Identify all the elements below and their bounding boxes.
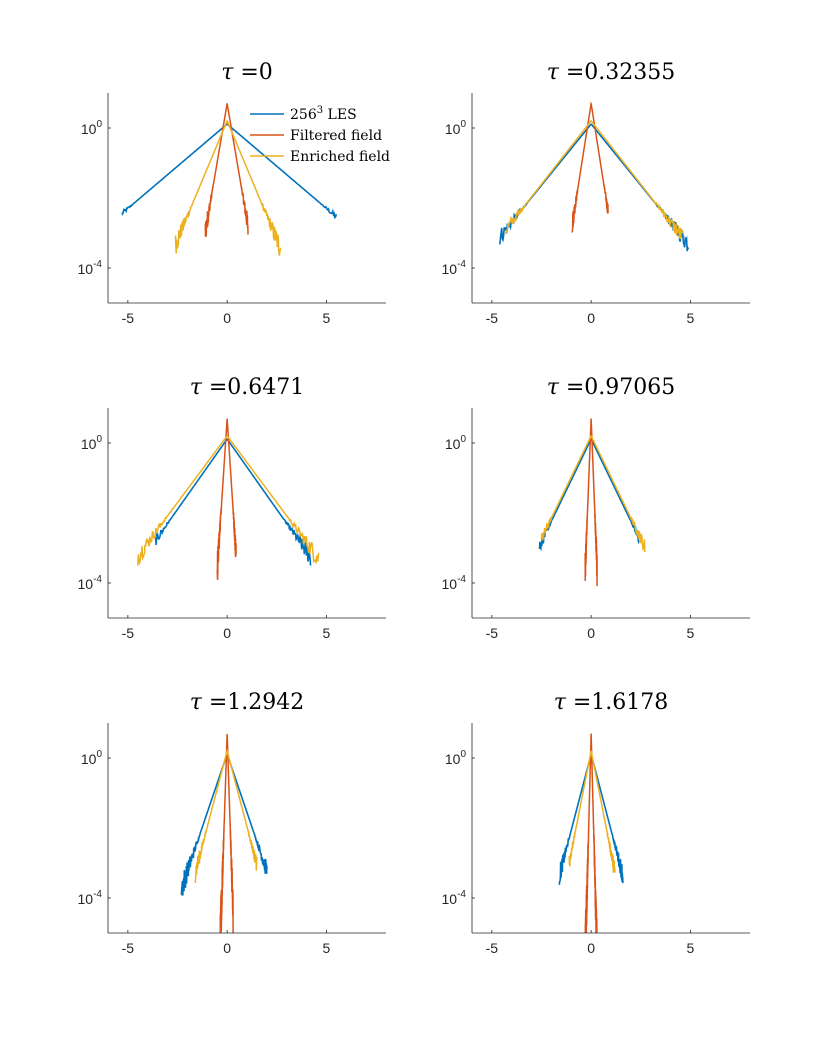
series-filtered-line	[219, 733, 234, 933]
x-tick-label: -5	[122, 625, 135, 641]
subplot-title: τ =0.32355	[547, 60, 676, 85]
x-tick-label: 5	[323, 310, 331, 326]
y-tick-label: 10-4	[78, 574, 103, 592]
subplot-title: τ =1.6178	[554, 690, 669, 715]
series-enriched-line	[194, 748, 258, 884]
x-tick-label: -5	[486, 310, 499, 326]
y-tick-label: 100	[81, 434, 103, 452]
x-tick-label: 5	[323, 940, 331, 956]
y-tick-label: 10-4	[442, 574, 467, 592]
x-tick-label: 5	[687, 625, 695, 641]
x-tick-label: 0	[587, 940, 595, 956]
series-filtered-line	[204, 103, 249, 238]
subplot-4: -5 0 5 10-4 100 τ =0.97065	[442, 375, 750, 641]
x-tick-label: 0	[223, 625, 231, 641]
series-les-line	[499, 123, 690, 252]
y-tick-label: 10-4	[78, 889, 103, 907]
series-enriched-line	[174, 119, 282, 256]
x-tick-label: -5	[486, 940, 499, 956]
y-tick-label: 10-4	[78, 259, 103, 277]
legend: 2563 LES Filtered field Enriched field	[250, 105, 390, 165]
y-tick-label: 100	[445, 434, 467, 452]
x-tick-label: 0	[223, 310, 231, 326]
y-tick-label: 100	[445, 749, 467, 767]
subplot-2: -5 0 5 10-4 100 τ =0.32355	[442, 60, 750, 326]
series-enriched-line	[137, 435, 320, 566]
x-tick-label: 0	[223, 940, 231, 956]
x-tick-label: 0	[587, 625, 595, 641]
x-tick-label: 5	[323, 625, 331, 641]
series-filtered-line	[584, 733, 598, 933]
y-tick-label: 100	[445, 119, 467, 137]
subplot-title: τ =0.6471	[190, 375, 305, 400]
x-tick-label: -5	[122, 310, 135, 326]
x-tick-label: -5	[122, 940, 135, 956]
subplot-title: τ =1.2942	[190, 690, 305, 715]
x-tick-label: 5	[687, 940, 695, 956]
subplot-5: -5 0 5 10-4 100 τ =1.2942	[78, 690, 386, 956]
y-tick-label: 100	[81, 119, 103, 137]
series-filtered-line	[584, 418, 598, 587]
series-les-line	[154, 438, 312, 566]
subplot-3: -5 0 5 10-4 100 τ =0.6471	[78, 375, 386, 641]
subplot-6: -5 0 5 10-4 100 τ =1.6178	[442, 690, 750, 956]
legend-label-filtered: Filtered field	[290, 128, 382, 144]
legend-label-enriched: Enriched field	[290, 149, 390, 165]
x-tick-label: 0	[587, 310, 595, 326]
subplot-title: τ =0.97065	[547, 375, 676, 400]
legend-label-les: 2563 LES	[290, 105, 357, 123]
series-filtered-line	[216, 418, 237, 581]
series-enriched-line	[505, 119, 684, 240]
subplot-title: τ =0	[221, 60, 273, 85]
x-tick-label: -5	[486, 625, 499, 641]
series-les-line	[538, 437, 640, 552]
subplot-1: -5 0 5 10-4 100 τ =0	[78, 60, 386, 326]
x-tick-label: 5	[687, 310, 695, 326]
series-enriched-line	[540, 434, 646, 553]
series-enriched-line	[568, 750, 616, 873]
y-tick-label: 10-4	[442, 259, 467, 277]
y-tick-label: 100	[81, 749, 103, 767]
series-filtered-line	[571, 101, 609, 233]
y-tick-label: 10-4	[442, 889, 467, 907]
